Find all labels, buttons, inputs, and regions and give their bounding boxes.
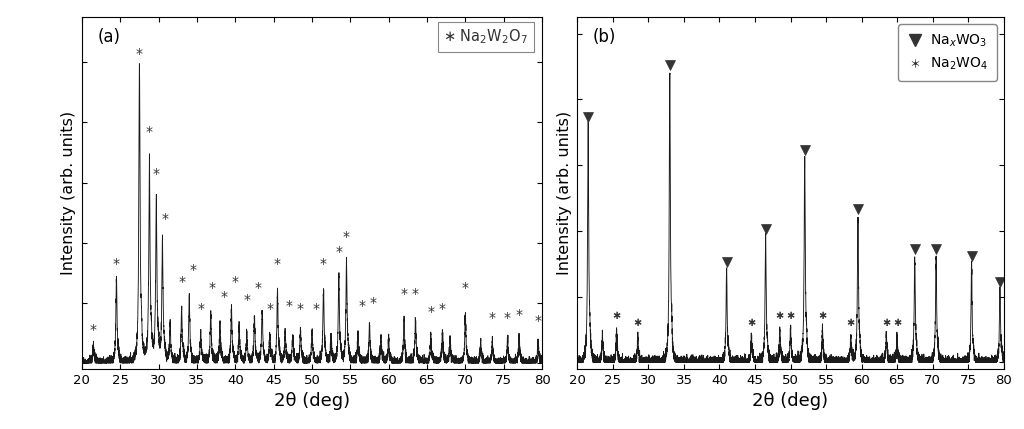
Text: *: * bbox=[220, 290, 227, 304]
Y-axis label: Intensity (arb. units): Intensity (arb. units) bbox=[557, 111, 572, 275]
Text: *: * bbox=[209, 281, 216, 295]
Text: *: * bbox=[427, 305, 434, 319]
Text: ✱: ✱ bbox=[883, 318, 891, 328]
Text: *: * bbox=[178, 275, 185, 289]
Text: *: * bbox=[231, 275, 239, 289]
Text: ✱: ✱ bbox=[847, 318, 855, 328]
Text: *: * bbox=[319, 257, 327, 271]
Text: ✱: ✱ bbox=[818, 311, 826, 321]
Text: *: * bbox=[297, 302, 304, 316]
Text: *: * bbox=[504, 311, 511, 325]
Text: *: * bbox=[161, 212, 168, 226]
Text: *: * bbox=[153, 167, 160, 181]
Text: *: * bbox=[189, 263, 197, 277]
Text: *: * bbox=[439, 302, 445, 316]
Text: (a): (a) bbox=[98, 28, 121, 46]
Text: *: * bbox=[488, 311, 496, 325]
Text: *: * bbox=[312, 302, 319, 316]
Text: ✱: ✱ bbox=[893, 318, 901, 328]
Text: *: * bbox=[412, 287, 419, 301]
Y-axis label: Intensity (arb. units): Intensity (arb. units) bbox=[61, 111, 77, 275]
Text: *: * bbox=[198, 302, 204, 316]
Text: *: * bbox=[113, 257, 120, 271]
Text: ✱: ✱ bbox=[786, 311, 795, 321]
Text: ✱: ✱ bbox=[776, 311, 784, 321]
Legend: Na$_x$WO$_3$, Na$_2$WO$_4$: Na$_x$WO$_3$, Na$_2$WO$_4$ bbox=[898, 24, 996, 81]
Text: *: * bbox=[136, 47, 143, 61]
Text: *: * bbox=[358, 299, 366, 313]
Text: *: * bbox=[255, 281, 262, 295]
Text: ✱: ✱ bbox=[634, 318, 642, 328]
Text: *: * bbox=[274, 257, 281, 271]
Text: *: * bbox=[335, 245, 342, 259]
Text: $\ast$ Na$_2$W$_2$O$_7$: $\ast$ Na$_2$W$_2$O$_7$ bbox=[443, 28, 528, 46]
Text: *: * bbox=[462, 281, 469, 295]
Text: *: * bbox=[515, 308, 522, 322]
Text: (b): (b) bbox=[593, 28, 615, 46]
Text: *: * bbox=[266, 302, 273, 316]
X-axis label: 2θ (deg): 2θ (deg) bbox=[753, 393, 828, 411]
Text: *: * bbox=[535, 314, 542, 328]
Text: ✱: ✱ bbox=[612, 311, 621, 321]
Text: *: * bbox=[400, 287, 408, 301]
Text: *: * bbox=[145, 125, 153, 139]
Text: *: * bbox=[370, 296, 377, 310]
Text: *: * bbox=[244, 293, 250, 307]
X-axis label: 2θ (deg): 2θ (deg) bbox=[273, 393, 350, 411]
Text: *: * bbox=[90, 323, 97, 337]
Text: ✱: ✱ bbox=[748, 318, 756, 328]
Text: *: * bbox=[343, 230, 350, 244]
Text: *: * bbox=[286, 299, 293, 313]
